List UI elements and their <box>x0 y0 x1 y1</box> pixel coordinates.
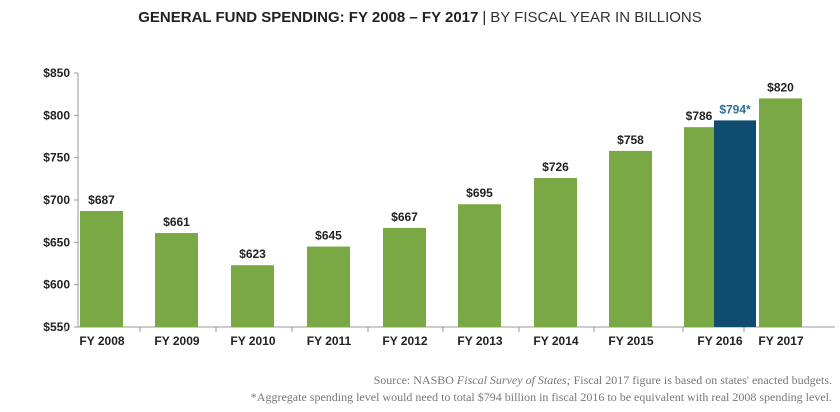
bar <box>684 127 714 327</box>
chart-title-separator: | <box>482 9 487 26</box>
bar <box>609 150 652 327</box>
y-tick-label: $850 <box>43 66 70 80</box>
y-tick-label: $800 <box>43 108 70 122</box>
bar <box>307 246 350 327</box>
bar-highlight <box>714 120 756 327</box>
x-tick-label: FY 2014 <box>533 334 578 348</box>
x-tick-label: FY 2015 <box>608 334 653 348</box>
x-tick-label: FY 2012 <box>382 334 427 348</box>
data-label: $623 <box>239 247 266 261</box>
data-label: $726 <box>542 160 569 174</box>
y-tick-label: $750 <box>43 151 70 165</box>
data-label-highlight: $794* <box>719 102 751 116</box>
chart-title-main: GENERAL FUND SPENDING: FY 2008 – FY 2017 <box>138 9 479 26</box>
bar <box>759 98 802 328</box>
data-label: $645 <box>315 229 342 243</box>
source-suffix: Fiscal 2017 figure is based on states' e… <box>570 373 832 387</box>
y-tick-label: $600 <box>43 278 70 292</box>
data-label: $758 <box>617 133 644 147</box>
y-tick-label: $650 <box>43 235 70 249</box>
bar <box>383 227 426 327</box>
data-label: $695 <box>466 186 493 200</box>
bar <box>155 233 198 327</box>
data-label: $820 <box>767 80 794 94</box>
x-tick-label: FY 2016 <box>697 334 742 348</box>
data-label: $687 <box>88 193 115 207</box>
footnotes: Source: NASBO Fiscal Survey of States; F… <box>12 372 832 406</box>
x-tick-label: FY 2008 <box>79 334 124 348</box>
source-title: Fiscal Survey of States; <box>456 373 571 387</box>
chart-title: GENERAL FUND SPENDING: FY 2008 – FY 2017… <box>0 8 840 28</box>
bar-chart: $550 $600 $650 $700 $750 $800 $850 $687 $661 $623… <box>43 66 835 348</box>
data-label: $786 <box>686 109 713 123</box>
bar <box>231 265 274 327</box>
x-tick-label: FY 2010 <box>230 334 275 348</box>
bar <box>458 204 501 327</box>
data-label: $661 <box>163 215 190 229</box>
bar <box>80 211 123 327</box>
chart-subtitle: BY FISCAL YEAR IN BILLIONS <box>490 9 702 26</box>
x-tick-label: FY 2013 <box>457 334 502 348</box>
y-tick-label: $700 <box>43 193 70 207</box>
source-prefix: Source: NASBO <box>373 373 457 387</box>
x-tick-label: FY 2011 <box>307 334 352 348</box>
data-label: $667 <box>391 210 418 224</box>
y-tick-label: $550 <box>43 320 70 334</box>
x-tick-label: FY 2017 <box>758 334 803 348</box>
asterisk-note: *Aggregate spending level would need to … <box>250 390 832 404</box>
x-tick-label: FY 2009 <box>154 334 199 348</box>
bar <box>534 177 577 327</box>
source-note: Source: NASBO Fiscal Survey of States; F… <box>12 372 832 389</box>
